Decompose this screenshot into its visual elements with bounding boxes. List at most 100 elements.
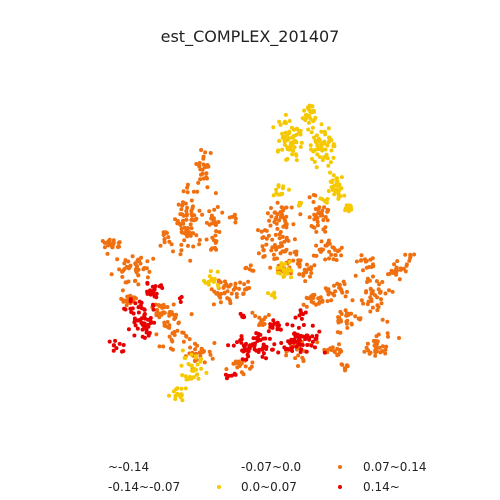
map-point (127, 327, 131, 331)
map-point (319, 130, 323, 134)
legend-label: 0.07~0.14 (363, 459, 427, 475)
map-point (185, 378, 189, 382)
map-point (269, 224, 273, 228)
map-point (306, 128, 310, 132)
map-point (223, 291, 227, 295)
map-point (303, 279, 307, 283)
map-point (194, 217, 198, 221)
map-point (334, 177, 338, 181)
map-point (349, 208, 353, 212)
map-point (176, 321, 180, 325)
map-point (317, 147, 321, 151)
map-point (284, 131, 288, 135)
map-point (330, 180, 334, 184)
map-point (381, 318, 385, 322)
legend-marker (229, 465, 233, 469)
map-point (316, 223, 320, 227)
map-point (271, 326, 275, 330)
map-point (198, 238, 202, 242)
map-point (310, 104, 314, 108)
map-point (293, 237, 297, 241)
map-point (281, 136, 285, 140)
map-point (276, 148, 280, 152)
map-point (110, 272, 114, 276)
map-point (179, 395, 183, 399)
map-point (122, 261, 126, 265)
map-point (209, 248, 213, 252)
map-point (366, 342, 370, 346)
map-point (279, 230, 283, 234)
map-point (350, 322, 354, 326)
map-point (246, 353, 250, 357)
map-point (313, 116, 317, 120)
map-point (139, 262, 143, 266)
map-point (314, 244, 318, 248)
map-point (360, 298, 364, 302)
map-point (242, 344, 246, 348)
map-point (305, 343, 309, 347)
map-point (299, 129, 303, 133)
map-point (327, 189, 331, 193)
map-point (121, 288, 125, 292)
map-point (233, 362, 237, 366)
map-point (214, 191, 218, 195)
map-point (281, 225, 285, 229)
map-point (112, 343, 116, 347)
map-point (320, 197, 324, 201)
map-point (227, 297, 231, 301)
map-point (125, 280, 129, 284)
map-point (202, 279, 206, 283)
map-point (313, 139, 317, 143)
map-point (225, 376, 229, 380)
map-point (298, 212, 302, 216)
legend-label: -0.14~-0.07 (108, 479, 180, 495)
map-point (331, 144, 335, 148)
map-point (313, 345, 317, 349)
map-point (198, 209, 202, 213)
map-point (258, 333, 262, 337)
map-point (305, 350, 309, 354)
map-point (375, 295, 379, 299)
map-point (190, 199, 194, 203)
map-point (251, 342, 255, 346)
map-point (327, 140, 331, 144)
map-point (202, 155, 206, 159)
map-point (159, 244, 163, 248)
map-point (186, 190, 190, 194)
map-point (384, 345, 388, 349)
map-point (184, 218, 188, 222)
map-point (328, 171, 332, 175)
map-point (317, 205, 321, 209)
map-point (261, 244, 265, 248)
map-point (386, 335, 390, 339)
map-point (310, 130, 314, 134)
map-point (188, 259, 192, 263)
map-point (158, 344, 162, 348)
map-point (219, 300, 223, 304)
map-point (319, 250, 323, 254)
map-point (168, 335, 172, 339)
map-point (260, 230, 264, 234)
map-point (304, 270, 308, 274)
map-point (407, 259, 411, 263)
map-point (364, 291, 368, 295)
map-point (179, 252, 183, 256)
map-point (343, 368, 347, 372)
map-point (300, 317, 304, 321)
map-point (162, 304, 166, 308)
map-point (180, 331, 184, 335)
map-point (329, 160, 333, 164)
map-point (136, 282, 140, 286)
map-point (137, 311, 141, 315)
map-point (279, 123, 283, 127)
map-point (261, 337, 265, 341)
map-point (187, 362, 191, 366)
map-point (204, 171, 208, 175)
map-point (174, 394, 178, 398)
map-point (127, 265, 131, 269)
map-point (186, 244, 190, 248)
map-point (179, 243, 183, 247)
map-point (303, 118, 307, 122)
map-point (323, 132, 327, 136)
